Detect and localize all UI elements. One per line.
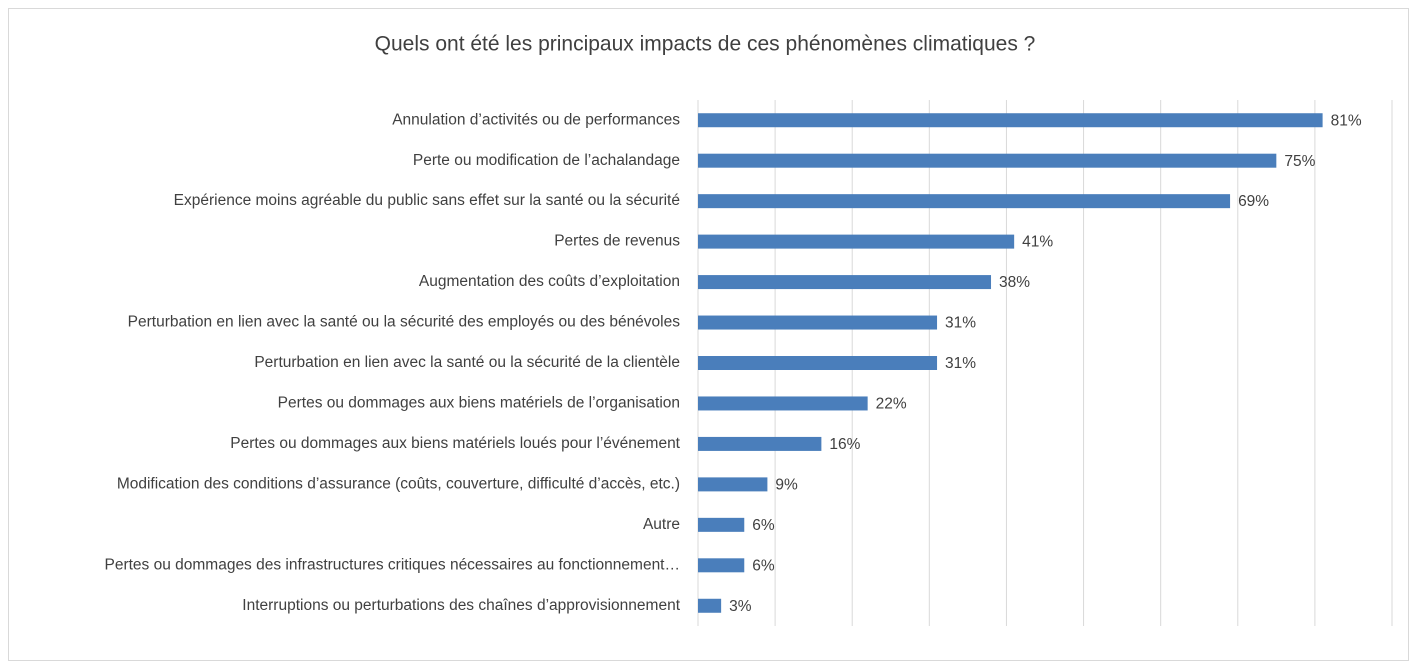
data-label: 31% <box>945 355 976 372</box>
y-tick-label: Perturbation en lien avec la santé ou la… <box>128 314 681 331</box>
bar <box>698 194 1231 209</box>
bar <box>698 153 1277 168</box>
bar <box>698 275 992 290</box>
data-label: 31% <box>945 315 976 332</box>
y-tick-label: Pertes ou dommages aux biens matériels d… <box>278 395 680 412</box>
y-tick-label: Modification des conditions d’assurance … <box>117 475 680 492</box>
data-label: 16% <box>829 436 860 453</box>
data-label: 6% <box>752 517 775 534</box>
y-tick-label: Perturbation en lien avec la santé ou la… <box>254 354 680 371</box>
y-tick-label: Pertes ou dommages aux biens matériels l… <box>230 435 680 452</box>
bar <box>698 234 1015 249</box>
data-label: 38% <box>999 274 1030 291</box>
bar <box>698 558 745 573</box>
y-tick-label: Perte ou modification de l’achalandage <box>413 152 680 169</box>
y-tick-label: Expérience moins agréable du public sans… <box>174 192 680 209</box>
y-tick-label: Autre <box>643 516 680 533</box>
bar <box>698 113 1323 128</box>
data-label: 75% <box>1284 153 1315 170</box>
data-label: 6% <box>752 557 775 574</box>
bar <box>698 436 822 451</box>
data-label: 41% <box>1022 234 1053 251</box>
bar <box>698 396 868 411</box>
data-label: 69% <box>1238 193 1269 210</box>
y-tick-label: Augmentation des coûts d’exploitation <box>419 273 680 290</box>
data-label: 22% <box>876 396 907 413</box>
y-tick-label: Annulation d’activités ou de performance… <box>392 111 680 128</box>
chart-title: Quels ont été les principaux impacts de … <box>375 33 1036 56</box>
bar <box>698 477 768 492</box>
data-label: 81% <box>1331 112 1362 129</box>
data-label: 9% <box>775 476 798 493</box>
bar <box>698 356 938 370</box>
data-label: 3% <box>729 598 752 615</box>
bar <box>698 598 722 613</box>
bar <box>698 315 938 330</box>
y-tick-label: Pertes de revenus <box>554 233 680 250</box>
y-tick-label: Pertes ou dommages des infrastructures c… <box>104 556 680 573</box>
y-tick-label: Interruptions ou perturbations des chaîn… <box>242 597 680 614</box>
bar <box>698 517 745 532</box>
